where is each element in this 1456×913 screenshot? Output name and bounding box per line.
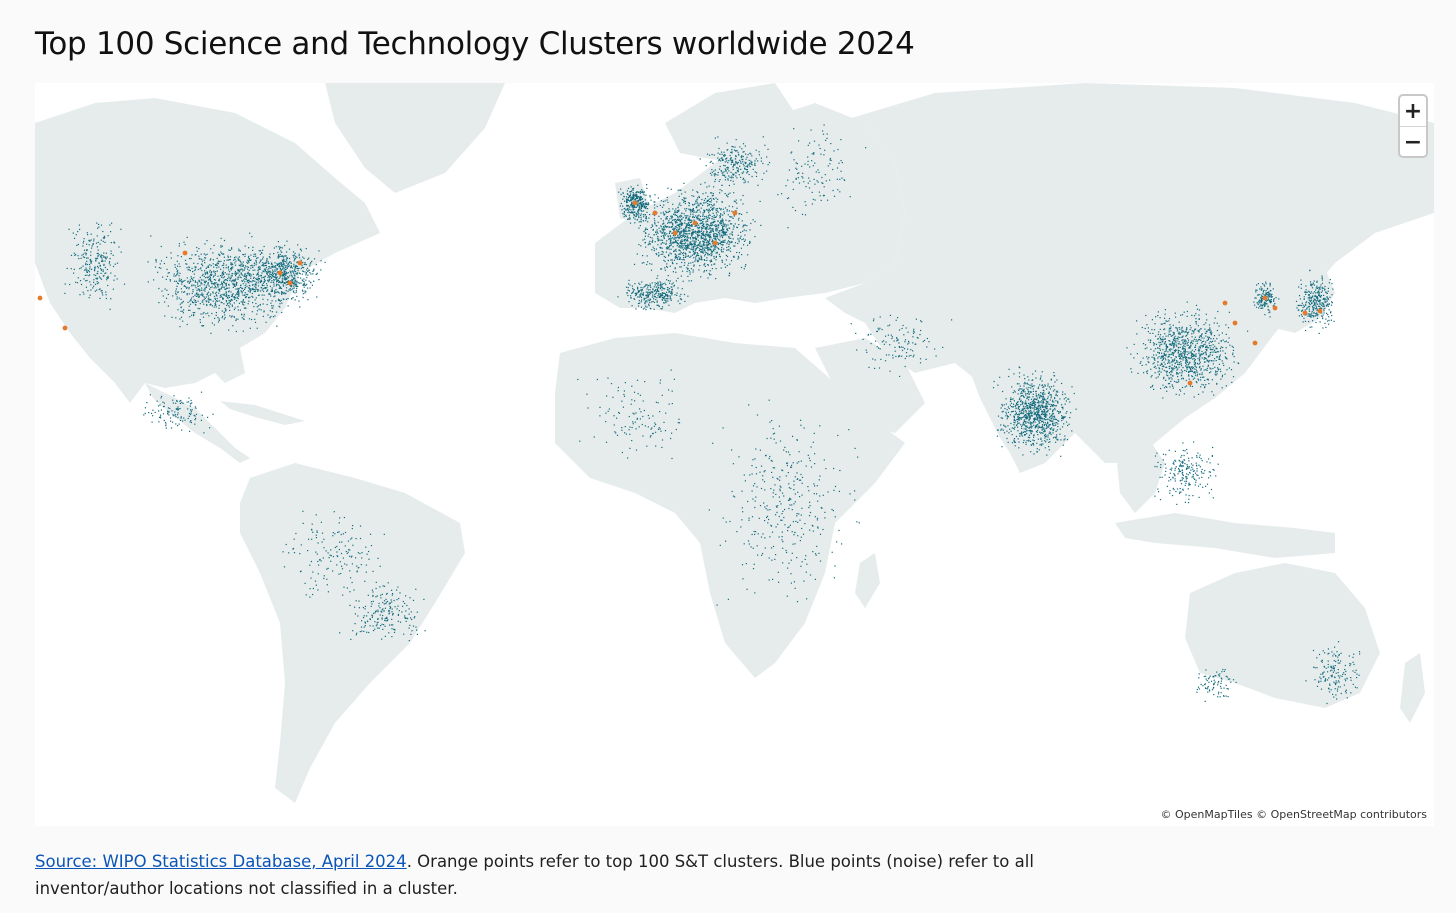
madagascar-land — [855, 553, 880, 608]
south-america-land — [240, 463, 465, 803]
australia-land — [1185, 563, 1380, 708]
noise-points-layer — [64, 124, 1361, 705]
asia-land — [825, 83, 1434, 473]
indonesia-land — [1115, 513, 1335, 558]
cluster-points-layer — [37, 200, 1323, 386]
arabia-land — [815, 338, 925, 433]
central-america-land — [145, 383, 250, 463]
zoom-control: + − — [1398, 94, 1428, 158]
zoom-in-button[interactable]: + — [1400, 96, 1426, 127]
world-map[interactable]: + − © OpenMapTiles © OpenStreetMap contr… — [35, 83, 1434, 826]
japan-land — [1275, 263, 1335, 333]
source-link[interactable]: Source: WIPO Statistics Database, April … — [35, 852, 407, 871]
north-america-land — [35, 98, 380, 403]
caption: Source: WIPO Statistics Database, April … — [35, 848, 1035, 902]
caribbean-land — [220, 401, 305, 425]
greenland-land — [325, 83, 505, 193]
scandinavia-land — [665, 83, 795, 163]
map-canvas[interactable] — [35, 83, 1434, 826]
new-zealand-land — [1400, 653, 1425, 723]
zoom-out-button[interactable]: − — [1403, 129, 1423, 155]
land-layer — [35, 83, 1434, 803]
southeast-asia-land — [1115, 433, 1165, 513]
caption-text: . Orange points refer to top 100 S&T clu… — [35, 852, 1034, 898]
page-title: Top 100 Science and Technology Clusters … — [35, 26, 915, 62]
africa-land — [555, 333, 905, 678]
map-attribution: © OpenMapTiles © OpenStreetMap contribut… — [1158, 807, 1429, 822]
